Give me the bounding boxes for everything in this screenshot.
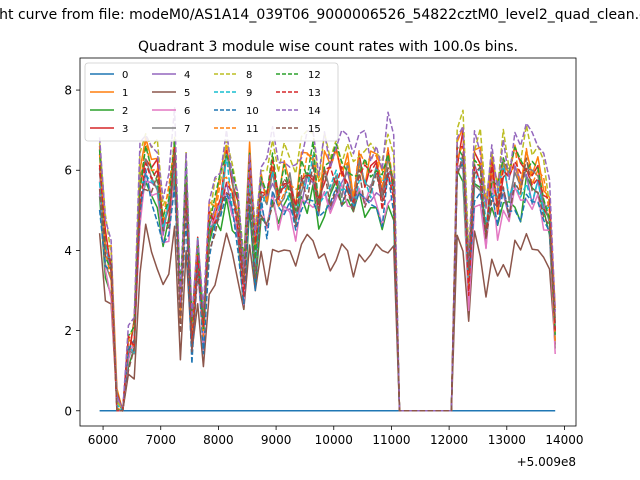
legend-label-9: 9 <box>246 88 252 99</box>
legend-label-10: 10 <box>246 106 259 117</box>
y-tick-label: 8 <box>64 84 72 98</box>
x-tick-label: 6000 <box>88 433 119 447</box>
y-tick-label: 6 <box>64 164 72 178</box>
legend-label-8: 8 <box>246 70 252 81</box>
legend-label-13: 13 <box>308 88 321 99</box>
x-tick-label: 10000 <box>315 433 353 447</box>
legend-label-12: 12 <box>308 70 321 81</box>
legend-label-11: 11 <box>246 124 259 135</box>
x-tick-label: 8000 <box>203 433 234 447</box>
series-line-15 <box>98 150 556 412</box>
chart-title: Quadrant 3 module wise count rates with … <box>138 39 518 55</box>
x-tick-label: 11000 <box>372 433 410 447</box>
series-line-10 <box>98 163 556 412</box>
legend-label-15: 15 <box>308 124 321 135</box>
plot-area-frame <box>79 57 577 427</box>
y-tick-label: 4 <box>64 244 72 258</box>
legend-label-4: 4 <box>184 70 190 81</box>
series-line-13 <box>98 145 556 412</box>
y-axis-ticks: 0 2 4 6 8 <box>64 84 80 418</box>
legend-label-7: 7 <box>184 124 190 135</box>
x-tick-label: 14000 <box>545 433 583 447</box>
legend-label-2: 2 <box>122 106 128 117</box>
plot-lines <box>98 106 556 412</box>
legend-label-1: 1 <box>122 88 128 99</box>
x-axis-ticks: 6000 7000 8000 9000 10000 11000 12000 13000 1400… <box>88 426 584 447</box>
legend-label-14: 14 <box>308 106 321 117</box>
figure-suptitle: Light curve from file: modeM0/AS1A14_039… <box>0 7 640 23</box>
series-line-12 <box>98 140 556 412</box>
x-tick-label: 13000 <box>488 433 526 447</box>
series-line-5 <box>98 223 556 412</box>
x-axis-offset-label: +5.009e8 <box>517 455 576 469</box>
y-tick-label: 2 <box>64 324 72 338</box>
legend-label-5: 5 <box>184 88 190 99</box>
x-tick-label: 12000 <box>430 433 468 447</box>
legend-label-6: 6 <box>184 106 190 117</box>
legend-label-0: 0 <box>122 70 128 81</box>
series-line-8 <box>98 109 556 412</box>
legend-frame <box>84 62 339 142</box>
legend-label-3: 3 <box>122 124 128 135</box>
x-tick-label: 7000 <box>145 433 176 447</box>
y-tick-label: 0 <box>64 404 72 418</box>
x-tick-label: 9000 <box>261 433 292 447</box>
